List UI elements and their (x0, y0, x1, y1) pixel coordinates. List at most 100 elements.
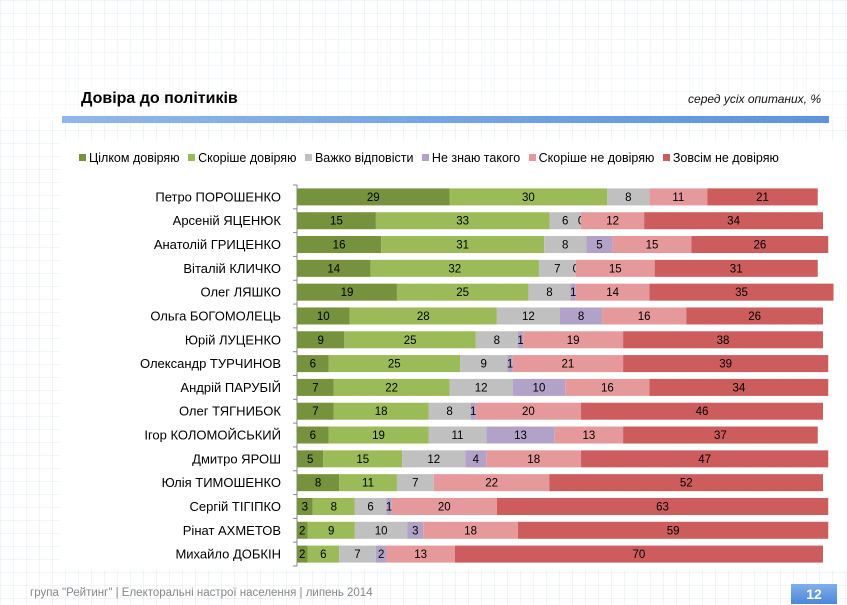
legend-swatch (304, 154, 312, 161)
data-label: 7 (312, 406, 318, 418)
bar-segment (297, 474, 340, 492)
data-label: 14 (327, 263, 340, 275)
data-label: 12 (427, 454, 440, 466)
data-label: 26 (748, 311, 761, 323)
data-label: 38 (717, 335, 730, 347)
data-label: 4 (473, 454, 480, 466)
bar-segment (428, 402, 471, 420)
data-label: 16 (638, 311, 651, 323)
data-label: 6 (320, 549, 326, 561)
data-label: 14 (606, 287, 619, 299)
bar-segment (428, 426, 487, 444)
data-label: 10 (317, 311, 330, 323)
data-label: 8 (331, 501, 337, 513)
data-label: 18 (464, 525, 477, 537)
bar-segment (570, 283, 576, 301)
data-label: 8 (315, 478, 321, 490)
data-label: 1 (386, 501, 392, 513)
data-label: 18 (375, 406, 388, 418)
data-label: 6 (562, 216, 568, 228)
bar-segment (470, 402, 476, 420)
bar-segment (654, 259, 818, 277)
category-label: Дмитро ЯРОШ (192, 451, 281, 466)
bar-segment (644, 212, 823, 230)
category-label: Олександр ТУРЧИНОВ (140, 356, 281, 371)
data-label: 16 (601, 382, 614, 394)
data-label: 8 (494, 335, 500, 347)
bar-segment (602, 307, 687, 325)
bar-segment (297, 378, 334, 396)
bar-segment (297, 402, 334, 420)
bar-segment (375, 212, 550, 230)
bar-segment (544, 236, 587, 254)
data-label: 34 (732, 382, 745, 394)
data-label: 63 (656, 501, 669, 513)
data-label: 20 (522, 406, 535, 418)
bar-segment (523, 331, 624, 349)
category-label: Михайло ДОБКІН (175, 547, 281, 562)
bar-segment (686, 307, 823, 325)
bar-segment (312, 497, 355, 515)
data-label: 7 (312, 382, 318, 394)
data-label: 8 (562, 240, 568, 252)
bar-segment (554, 426, 624, 444)
category-label: Ігор КОЛОМОЙСЬКИЙ (144, 428, 281, 443)
bar-segment (486, 450, 582, 468)
data-label: 25 (388, 359, 401, 371)
data-label: 2 (378, 549, 384, 561)
bar-segment (386, 497, 392, 515)
data-label: 12 (606, 216, 619, 228)
bar-segment (496, 497, 829, 515)
data-label: 9 (317, 335, 323, 347)
data-label: 6 (367, 501, 373, 513)
bar-segment (581, 450, 829, 468)
bar-segment (475, 402, 582, 420)
data-label: 46 (696, 406, 709, 418)
bar-segment (423, 521, 518, 539)
data-label: 12 (475, 382, 488, 394)
bar-segment (339, 545, 376, 563)
data-label: 3 (302, 501, 308, 513)
data-label: 2 (299, 549, 305, 561)
bar-segment (449, 188, 608, 206)
bar-segment (449, 378, 513, 396)
bar-segment (323, 450, 403, 468)
bar-segment (517, 331, 524, 349)
bar-segment (649, 188, 708, 206)
data-label: 9 (328, 525, 334, 537)
data-label: 47 (698, 454, 711, 466)
bar-segment (297, 236, 382, 254)
bar-segment (549, 212, 582, 230)
data-label: 30 (522, 192, 535, 204)
bar-segment (349, 307, 497, 325)
data-label: 35 (735, 287, 748, 299)
category-label: Олег ЛЯШКО (200, 285, 281, 300)
category-label: Арсеній ЯЦЕНЮК (173, 213, 282, 228)
data-label: 7 (412, 478, 418, 490)
data-label: 10 (375, 525, 388, 537)
legend-item-rather-trust: Скоріше довіряю (188, 151, 296, 165)
bar-segment (297, 521, 308, 539)
bar-segment (691, 236, 829, 254)
bar-segment (391, 497, 497, 515)
bar-segment (297, 283, 397, 301)
legend-label: Скоріше довіряю (198, 151, 297, 165)
bar-segment (307, 545, 340, 563)
data-label: 8 (625, 192, 631, 204)
data-label: 15 (356, 454, 369, 466)
bar-segment (396, 283, 529, 301)
category-label: Олег ТЯГНИБОК (179, 404, 281, 419)
bar-segment (396, 474, 434, 492)
data-label: 21 (561, 359, 574, 371)
bar-segment (465, 450, 487, 468)
bar-segment (297, 259, 371, 277)
bar-segment (297, 307, 350, 325)
bar-segment (433, 474, 550, 492)
data-label: 1 (507, 359, 513, 371)
data-label: 33 (456, 216, 469, 228)
bar-segment (354, 497, 387, 515)
data-label: 15 (330, 216, 343, 228)
data-label: 8 (578, 311, 584, 323)
data-label: 9 (481, 359, 487, 371)
